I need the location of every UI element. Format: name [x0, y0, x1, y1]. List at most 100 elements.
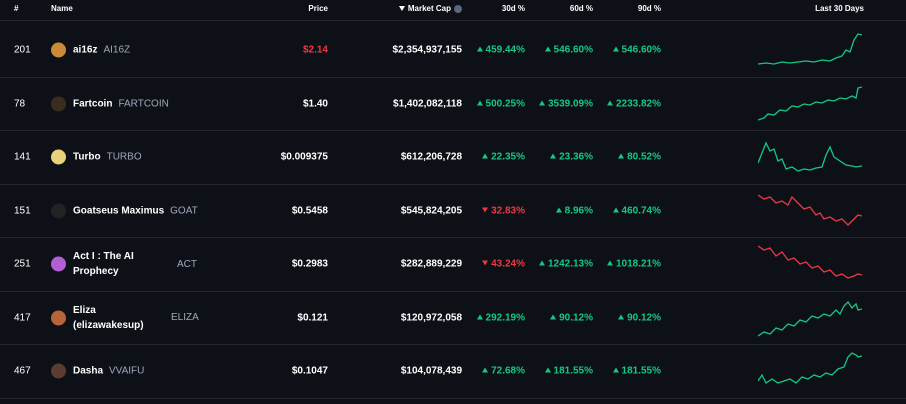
coin-name[interactable]: Eliza (elizawakesup) — [73, 304, 144, 331]
sparkline — [758, 352, 862, 385]
change-90d: 80.52% — [627, 151, 661, 163]
change: 546.60% — [544, 44, 593, 56]
coin-name[interactable]: Goatseus Maximus — [73, 205, 165, 217]
change: 32.83% — [482, 205, 525, 216]
info-icon[interactable] — [454, 4, 462, 13]
col-header[interactable]: Name — [51, 4, 73, 13]
change: 292.19% — [476, 312, 525, 323]
table-row[interactable]: 141 Turbo TURBO $0.009375 $612,206,728 22… — [0, 131, 906, 185]
change: 90.12% — [618, 312, 661, 323]
table-row[interactable]: 251 Act I : The AI Prophecy ACT $0.2983 $… — [0, 238, 906, 292]
change-60d: 23.36% — [559, 151, 593, 163]
trend-arrow — [482, 207, 489, 213]
change-90d: 181.55% — [621, 365, 661, 377]
table-row[interactable]: 201 ai16z AI16Z $2.14 $2,354,937,155 459.… — [0, 24, 906, 78]
coin-symbol: FARTCOIN — [118, 98, 169, 110]
rank: 201 — [14, 44, 31, 56]
market-cap: $1,402,082,118 — [393, 98, 462, 110]
table-row[interactable]: 417 Eliza (elizawakesup) ELIZA $0.121 $12… — [0, 292, 906, 345]
market-cap: $612,206,728 — [400, 151, 462, 163]
coin-symbol: VVAIFU — [109, 365, 145, 377]
coin-name[interactable]: Turbo — [73, 151, 101, 163]
trend-arrow — [476, 100, 483, 106]
price: $0.121 — [297, 312, 328, 324]
change-90d: 90.12% — [627, 312, 661, 324]
coin-icon — [51, 96, 66, 112]
change: 500.25% — [476, 98, 525, 109]
change: 8.96% — [555, 205, 593, 216]
change-30d: 43.24% — [491, 258, 525, 270]
change-90d: 460.74% — [621, 205, 661, 217]
coin-name[interactable]: Act I : The AI Prophecy — [73, 251, 134, 278]
change: 546.60% — [612, 44, 661, 56]
trend-arrow — [544, 367, 551, 373]
col-header[interactable]: 30d % — [501, 4, 525, 13]
trend-arrow — [618, 314, 625, 320]
change: 22.35% — [482, 152, 525, 163]
col-header: # — [14, 4, 19, 13]
sparkline — [758, 141, 862, 172]
change: 181.55% — [544, 365, 593, 377]
trend-arrow — [482, 153, 489, 159]
col-header-sorted[interactable]: Market Cap — [398, 4, 462, 13]
coin-icon — [51, 310, 66, 326]
coin-name[interactable]: Dasha — [73, 365, 104, 377]
change: 460.74% — [612, 205, 661, 217]
change: 2233.82% — [606, 98, 661, 110]
market-cap: $282,889,229 — [400, 258, 462, 270]
rank: 251 — [14, 258, 31, 270]
change: 90.12% — [550, 312, 593, 323]
rank: 141 — [14, 151, 31, 163]
sparkline — [758, 245, 862, 279]
change: 3539.09% — [538, 98, 593, 110]
sparkline-path — [758, 352, 862, 385]
sparkline — [758, 300, 862, 337]
trend-arrow — [618, 153, 625, 159]
col-header[interactable]: Price — [308, 4, 328, 13]
coin-symbol: GOAT — [170, 205, 198, 217]
change: 1018.21% — [606, 258, 661, 270]
market-cap: $2,354,937,155 — [392, 44, 462, 56]
change-30d: 32.83% — [491, 205, 525, 217]
price: $1.40 — [302, 98, 328, 110]
trend-arrow — [538, 260, 545, 266]
name-cell: Act I : The AI Prophecy ACT — [73, 249, 197, 279]
trend-arrow — [538, 100, 545, 106]
market-cap: $120,972,058 — [400, 312, 462, 324]
change-60d: 3539.09% — [547, 98, 593, 110]
change-60d: 181.55% — [553, 365, 593, 377]
trend-arrow — [476, 46, 483, 52]
coin-name[interactable]: Fartcoin — [73, 98, 113, 110]
col-header: Market Cap — [407, 4, 451, 13]
trend-arrow — [550, 314, 557, 320]
col-header[interactable]: 60d % — [569, 4, 593, 13]
table-row[interactable]: 467 Dasha VVAIFU $0.1047 $104,078,439 72.… — [0, 345, 906, 399]
sparkline — [758, 86, 862, 121]
change-90d: 2233.82% — [615, 98, 661, 110]
market-cap: $545,824,205 — [400, 205, 462, 217]
change-60d: 546.60% — [553, 44, 593, 56]
change: 23.36% — [550, 152, 593, 163]
name-cell: Goatseus Maximus GOAT — [73, 203, 198, 218]
name-cell: Turbo TURBO — [73, 150, 142, 165]
change-90d: 1018.21% — [615, 258, 661, 270]
rank: 78 — [14, 98, 26, 110]
trend-arrow — [544, 46, 551, 52]
coin-icon — [51, 149, 66, 165]
col-header[interactable]: 90d % — [637, 4, 661, 13]
sort-icon — [398, 6, 405, 11]
coin-icon — [51, 363, 66, 379]
coin-symbol: AI16Z — [103, 44, 131, 56]
change: 80.52% — [618, 152, 661, 163]
coin-name[interactable]: ai16z — [73, 44, 98, 56]
rank: 417 — [14, 312, 31, 324]
trend-arrow — [612, 46, 619, 52]
trend-arrow — [550, 153, 557, 159]
table-row[interactable]: 78 Fartcoin FARTCOIN $1.40 $1,402,082,118… — [0, 78, 906, 131]
change-60d: 1242.13% — [547, 258, 593, 270]
sparkline-path — [758, 194, 862, 226]
change-90d: 546.60% — [621, 44, 661, 56]
change-30d: 22.35% — [491, 151, 525, 163]
table-row[interactable]: 151 Goatseus Maximus GOAT $0.5458 $545,82… — [0, 185, 906, 238]
table-header: # Name Price Market Cap 30d % 60d % 90d … — [0, 0, 906, 21]
